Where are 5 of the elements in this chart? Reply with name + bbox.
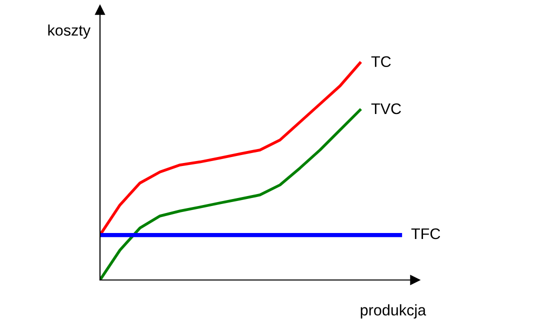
- x-axis-title: produkcja: [360, 304, 426, 319]
- series-label: TVC: [371, 103, 401, 114]
- series-label: TFC: [411, 228, 440, 240]
- y-axis-title: koszty: [48, 24, 91, 39]
- series-label: TC: [371, 56, 391, 68]
